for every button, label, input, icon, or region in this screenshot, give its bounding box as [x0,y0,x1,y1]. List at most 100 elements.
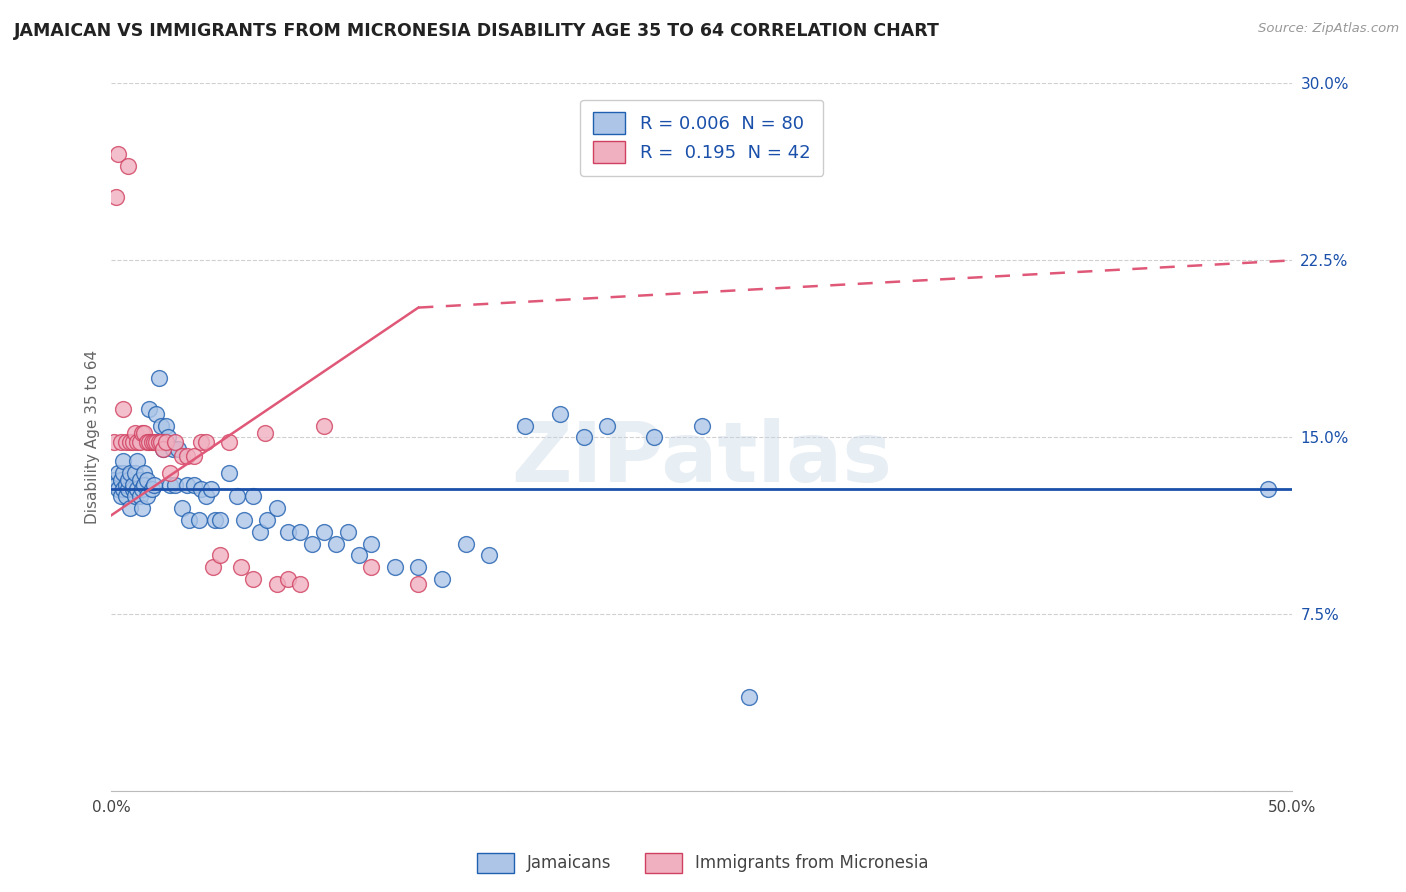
Point [454,536,477,550]
Point [120,435,142,450]
Legend: R = 0.006  N = 80, R =  0.195  N = 42: R = 0.006 N = 80, R = 0.195 N = 42 [581,100,823,176]
Point [266,576,288,591]
Point [103,473,125,487]
Point [596,418,619,433]
Point [124,425,146,440]
Point [162,442,184,457]
Point [232,513,254,527]
Point [242,572,264,586]
Point [360,536,382,550]
Point [138,402,160,417]
Point [290,524,312,539]
Text: JAMAICAN VS IMMIGRANTS FROM MICRONESIA DISABILITY AGE 35 TO 64 CORRELATION CHART: JAMAICAN VS IMMIGRANTS FROM MICRONESIA D… [14,22,941,40]
Point [176,477,198,491]
Point [208,549,231,563]
Point [141,435,163,450]
Point [290,576,312,591]
Point [190,435,212,450]
Point [134,477,156,491]
Point [135,489,157,503]
Point [103,435,125,450]
Point [107,147,129,161]
Point [208,513,231,527]
Point [204,513,226,527]
Point [478,549,501,563]
Point [408,576,430,591]
Point [201,560,224,574]
Point [166,442,188,457]
Point [114,489,136,503]
Point [430,572,453,586]
Point [107,466,129,480]
Point [112,454,135,468]
Point [110,435,132,450]
Point [105,477,128,491]
Point [312,524,335,539]
Point [145,407,167,421]
Point [157,430,180,444]
Point [312,418,335,433]
Point [360,560,382,574]
Point [159,477,181,491]
Point [117,159,139,173]
Point [408,560,430,574]
Point [127,482,149,496]
Point [738,690,761,704]
Point [114,477,136,491]
Point [172,501,194,516]
Point [187,513,209,527]
Point [277,572,299,586]
Point [148,371,170,385]
Point [200,482,222,496]
Point [266,501,288,516]
Point [572,430,595,444]
Point [110,473,132,487]
Point [349,549,371,563]
Point [128,489,150,503]
Point [131,501,153,516]
Point [142,477,165,491]
Point [218,466,240,480]
Point [117,482,139,496]
Text: ZIPatlas: ZIPatlas [512,418,893,499]
Y-axis label: Disability Age 35 to 64: Disability Age 35 to 64 [86,351,100,524]
Point [548,407,571,421]
Point [183,449,205,463]
Point [152,442,174,457]
Point [231,560,253,574]
Point [121,477,143,491]
Point [142,435,165,450]
Point [107,482,129,496]
Point [135,473,157,487]
Point [277,524,299,539]
Point [114,435,136,450]
Point [120,501,142,516]
Point [176,449,198,463]
Point [643,430,665,444]
Point [152,442,174,457]
Point [165,477,187,491]
Point [124,489,146,503]
Point [141,482,163,496]
Point [172,449,194,463]
Point [150,418,173,433]
Point [135,435,157,450]
Point [513,418,536,433]
Point [336,524,359,539]
Point [150,435,173,450]
Point [690,418,713,433]
Point [138,435,160,450]
Point [301,536,323,550]
Point [145,435,167,450]
Point [242,489,264,503]
Point [120,466,142,480]
Point [121,482,143,496]
Point [155,435,177,450]
Point [148,435,170,450]
Point [165,435,187,450]
Point [155,418,177,433]
Point [134,466,156,480]
Text: Source: ZipAtlas.com: Source: ZipAtlas.com [1258,22,1399,36]
Point [131,425,153,440]
Point [105,189,128,203]
